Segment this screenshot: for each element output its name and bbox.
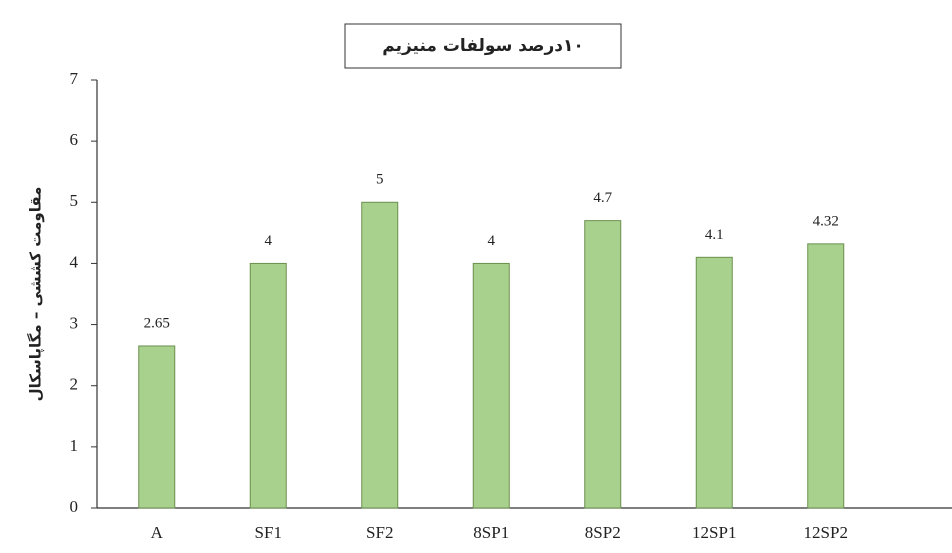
x-tick-label: SF1	[255, 523, 282, 542]
bar	[584, 220, 622, 509]
y-tick-label: 6	[70, 130, 79, 149]
x-tick-label: 12SP2	[804, 523, 848, 542]
bar	[361, 201, 399, 509]
data-label: 4.1	[705, 227, 724, 243]
bar	[807, 243, 845, 509]
y-tick-label: 0	[70, 497, 79, 516]
data-label: 4	[265, 233, 273, 249]
data-label: 4.32	[813, 213, 839, 229]
y-tick-label: 5	[70, 191, 79, 210]
x-tick-label: SF2	[366, 523, 393, 542]
x-tick-label: A	[151, 523, 164, 542]
data-label: 4	[488, 233, 496, 249]
y-axis-label: مقاومت کششی – مگاپاسکال	[27, 187, 46, 402]
data-label: 2.65	[144, 315, 170, 331]
data-label: 4.7	[593, 190, 612, 206]
x-tick-label: 8SP2	[585, 523, 621, 542]
x-tick-label: 8SP1	[473, 523, 509, 542]
x-tick-label: 12SP1	[692, 523, 736, 542]
y-tick-label: 1	[70, 436, 79, 455]
y-tick-label: 2	[70, 375, 79, 394]
chart-title: ۱۰درصد سولفات منیزیم	[382, 36, 584, 56]
bar	[472, 262, 510, 509]
y-tick-label: 4	[70, 252, 79, 271]
bar	[249, 262, 287, 509]
y-tick-label: 7	[70, 69, 79, 88]
data-label: 5	[376, 172, 384, 188]
bar	[138, 345, 176, 509]
title-box	[344, 23, 622, 69]
y-tick-label: 3	[70, 313, 79, 332]
bar	[695, 256, 733, 509]
